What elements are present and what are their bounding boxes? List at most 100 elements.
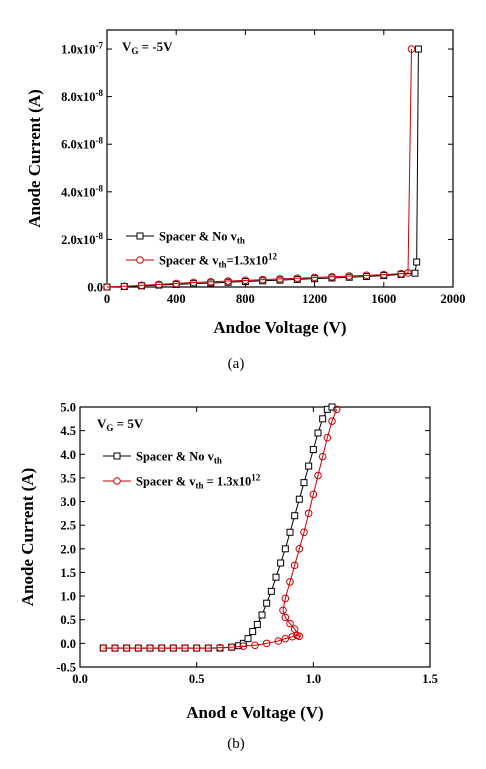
x-tick-label: 0 <box>104 292 110 306</box>
x-tick-label: 0.0 <box>72 672 88 686</box>
chart-b: 0.0 0.5 1.0 1.5-0.50.00.51.01.52.02.53.03.5… <box>18 401 438 753</box>
data-point <box>258 275 267 284</box>
data-point <box>263 599 271 607</box>
data-point <box>157 644 166 652</box>
x-axis-label: Andoe Voltage (V) <box>213 318 346 337</box>
data-point <box>319 415 327 423</box>
y-tick-label: 3.0 <box>60 495 76 509</box>
data-point <box>276 275 284 283</box>
data-point <box>253 620 261 628</box>
data-point <box>295 632 304 641</box>
series-line <box>106 49 412 288</box>
plot-frame <box>79 406 431 668</box>
data-point <box>239 642 248 651</box>
series-line <box>103 409 338 649</box>
figure-caption: (b) <box>227 736 245 752</box>
data-point <box>103 283 111 291</box>
y-tick-label: 4.0x10-8 <box>61 183 103 199</box>
y-tick-label: 8.0x10-8 <box>61 88 103 104</box>
data-point <box>295 545 304 553</box>
data-point <box>274 637 283 645</box>
y-tick-label: 2.0 <box>60 542 76 556</box>
data-point <box>122 644 131 652</box>
data-point <box>295 495 303 503</box>
data-point <box>380 270 388 279</box>
chart-a: 0 400 800 1200 1600 2000 0.0 2.0x10-8 4.0x10-8 6.… <box>25 29 466 372</box>
data-point <box>281 634 290 643</box>
data-point <box>267 587 275 595</box>
data-point <box>328 272 336 281</box>
legend-label: Spacer & vth = 1.3x1012 <box>136 473 261 491</box>
data-point <box>404 269 412 277</box>
y-axis-label: Anode Current (A) <box>25 89 44 228</box>
data-point <box>414 45 422 53</box>
legend-marker <box>136 232 144 240</box>
data-point <box>111 644 119 652</box>
data-point <box>207 277 215 286</box>
x-tick-label: 400 <box>167 292 186 306</box>
data-point <box>120 282 129 291</box>
y-tick-label: 0.5 <box>60 613 76 627</box>
data-point <box>189 278 198 287</box>
x-axis-label: Anod e Voltage (V) <box>186 703 323 722</box>
data-point <box>407 45 416 53</box>
series-line <box>106 49 419 288</box>
series-2 <box>99 405 341 652</box>
gate-voltage-annotation: VG = 5V <box>97 416 144 433</box>
y-tick-label: 4.5 <box>60 424 76 438</box>
data-point <box>281 613 290 622</box>
y-tick-label: 1.5 <box>60 566 76 580</box>
data-point <box>362 271 371 280</box>
data-point <box>286 528 294 536</box>
data-point <box>172 279 180 288</box>
data-point <box>309 446 317 454</box>
x-tick-label: 1.0 <box>306 672 322 686</box>
data-point <box>134 644 143 652</box>
y-tick-label: 1.0 <box>60 590 76 604</box>
data-point <box>281 594 290 603</box>
data-point <box>169 644 178 652</box>
legend-entry-1: Spacer & No vth <box>126 230 245 246</box>
data-point <box>192 644 201 652</box>
data-point <box>258 611 266 619</box>
series-line <box>103 406 333 649</box>
legend-marker <box>113 477 121 485</box>
data-point <box>286 578 294 586</box>
y-tick-label: 1.0x10-7 <box>61 41 103 57</box>
figure-caption: (a) <box>228 356 245 372</box>
legend-marker <box>113 452 121 460</box>
data-point <box>291 512 299 520</box>
y-tick-label: -0.5 <box>56 661 76 675</box>
data-point <box>293 274 302 282</box>
data-point <box>155 280 163 289</box>
data-point <box>181 644 189 652</box>
y-tick-label: 3.5 <box>60 471 76 485</box>
data-point <box>286 619 294 628</box>
data-point <box>281 545 289 553</box>
data-point <box>304 509 313 518</box>
data-point <box>318 452 327 461</box>
y-axis-label: Anode Current (A) <box>18 468 37 607</box>
x-tick-label: 1600 <box>371 292 396 306</box>
plot-frame <box>106 29 454 288</box>
data-point <box>290 625 299 633</box>
data-point <box>314 471 322 480</box>
data-point <box>224 277 232 285</box>
gate-voltage-annotation: VG = -5V <box>122 39 173 56</box>
data-point <box>328 417 336 425</box>
x-tick-label: 1200 <box>302 292 327 306</box>
data-point <box>300 479 308 487</box>
legend-label: Spacer & No vth <box>159 230 245 246</box>
data-point <box>227 643 236 651</box>
legend-entry-1: Spacer & No vth <box>103 450 222 466</box>
y-tick-label: 6.0x10-8 <box>61 136 103 152</box>
data-point <box>204 644 213 652</box>
x-tick-label: 0.5 <box>189 672 205 686</box>
y-tick-label: 0.0 <box>60 637 76 651</box>
data-point <box>332 405 341 414</box>
data-point <box>216 643 224 652</box>
legend-label: Spacer & vth=1.3x1012 <box>159 252 278 270</box>
data-point <box>137 281 146 290</box>
data-point <box>411 269 419 277</box>
